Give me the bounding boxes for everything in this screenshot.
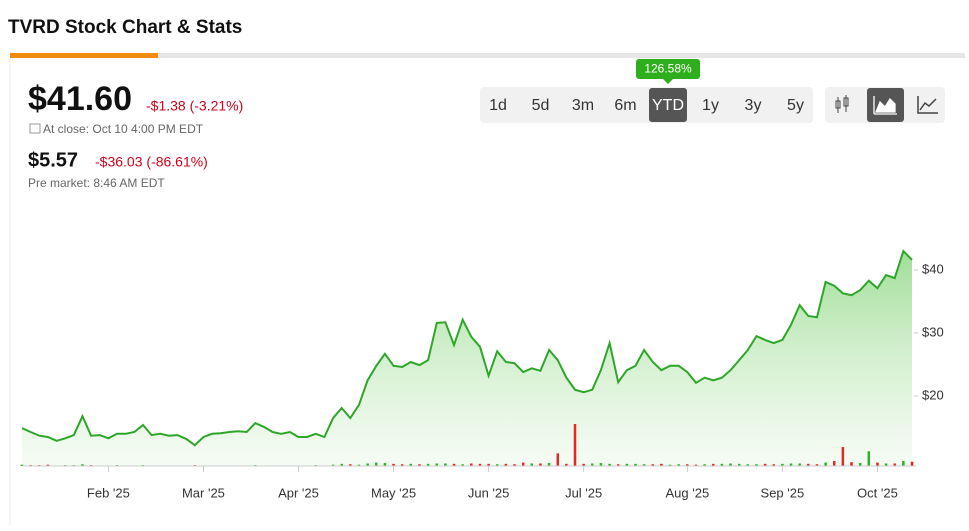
x-tick-label: Sep '25 <box>761 485 805 500</box>
pre-price: $5.57 <box>28 149 78 171</box>
x-tick-label: Jul '25 <box>565 485 602 500</box>
page-title: TVRD Stock Chart & Stats <box>8 17 242 38</box>
x-tick-label: Aug '25 <box>665 485 709 500</box>
range-button[interactable]: YTD <box>652 97 684 114</box>
x-tick-label: May '25 <box>371 485 416 500</box>
close-note: At close: Oct 10 4:00 PM EDT <box>43 122 204 136</box>
badge-label: 126.58% <box>644 62 692 76</box>
y-tick-label: $40 <box>922 261 944 276</box>
range-button[interactable]: 1y <box>702 97 719 114</box>
range-group <box>480 87 813 123</box>
pre-change: -$36.03 (-86.61%) <box>95 154 208 170</box>
range-button[interactable]: 1d <box>489 97 507 114</box>
x-tick-label: Oct '25 <box>857 485 898 500</box>
y-tick-label: $20 <box>922 387 944 402</box>
range-button[interactable]: 6m <box>614 97 636 114</box>
range-button[interactable]: 5d <box>532 97 550 114</box>
volume-bar-front <box>911 462 913 466</box>
price-change: -$1.38 (-3.21%) <box>146 98 243 114</box>
volume-bar-front <box>842 447 844 466</box>
x-tick-label: Apr '25 <box>278 485 319 500</box>
pre-note: Pre market: 8:46 AM EDT <box>28 176 165 190</box>
y-tick-label: $30 <box>922 324 944 339</box>
volume-bar-front <box>574 424 576 466</box>
volume-bar-front <box>850 462 852 466</box>
volume-bar-front <box>902 461 904 466</box>
volume-bar-front <box>876 463 878 466</box>
volume-bar-front <box>868 451 870 466</box>
badge-pointer <box>663 79 673 84</box>
volume-bar-front <box>522 463 524 466</box>
range-button[interactable]: 5y <box>787 97 804 114</box>
range-button[interactable]: 3m <box>572 97 594 114</box>
volume-bar-front <box>824 463 826 466</box>
volume-bar-front <box>375 463 377 466</box>
x-tick-label: Mar '25 <box>182 485 225 500</box>
volume-bar-front <box>833 461 835 466</box>
price: $41.60 <box>28 80 132 118</box>
x-tick-label: Jun '25 <box>468 485 510 500</box>
tab-active <box>10 53 158 58</box>
range-button[interactable]: 3y <box>745 97 762 114</box>
volume-bar-front <box>557 453 559 466</box>
calendar-icon <box>30 124 40 133</box>
x-tick-label: Feb '25 <box>87 485 130 500</box>
